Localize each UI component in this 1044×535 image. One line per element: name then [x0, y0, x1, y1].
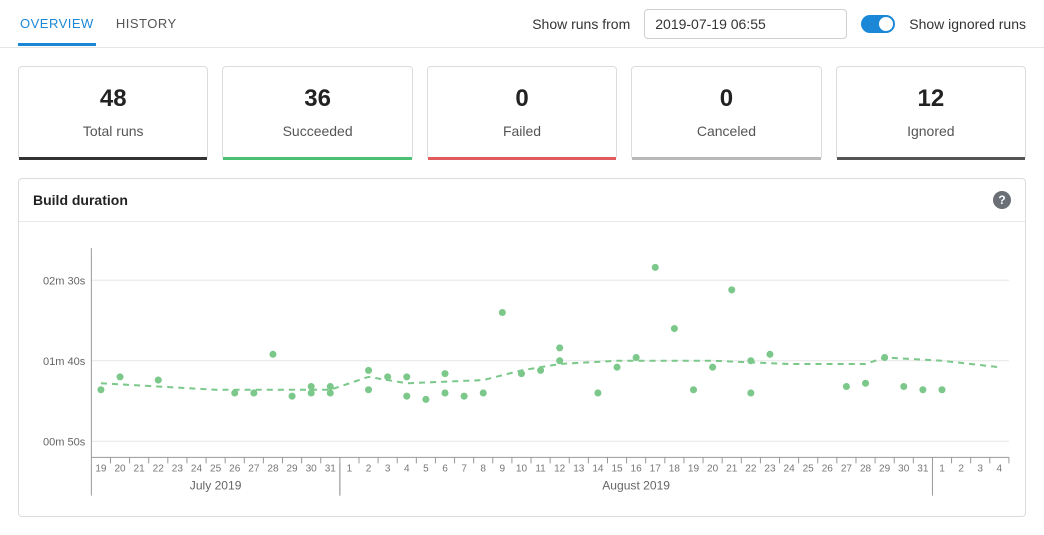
svg-text:22: 22 — [745, 463, 757, 474]
stat-label: Total runs — [27, 123, 199, 139]
svg-text:29: 29 — [879, 463, 891, 474]
svg-text:31: 31 — [917, 463, 929, 474]
tab-history[interactable]: History — [114, 2, 179, 46]
svg-text:10: 10 — [516, 463, 528, 474]
card-total-runs[interactable]: 48 Total runs — [18, 66, 208, 160]
svg-text:4: 4 — [404, 463, 410, 474]
svg-text:9: 9 — [500, 463, 506, 474]
svg-text:26: 26 — [229, 463, 241, 474]
svg-text:7: 7 — [461, 463, 467, 474]
svg-text:18: 18 — [669, 463, 681, 474]
svg-text:21: 21 — [726, 463, 738, 474]
stat-label: Ignored — [845, 123, 1017, 139]
svg-text:16: 16 — [631, 463, 643, 474]
svg-text:12: 12 — [554, 463, 566, 474]
topbar: Overview History Show runs from Show ign… — [0, 0, 1044, 48]
build-duration-chart: 00m 50s01m 40s02m 30s1920212223242526272… — [31, 236, 1017, 508]
card-failed[interactable]: 0 Failed — [427, 66, 617, 160]
stat-label: Failed — [436, 123, 608, 139]
show-ignored-toggle[interactable] — [861, 15, 895, 33]
svg-text:13: 13 — [573, 463, 585, 474]
stat-value: 0 — [640, 85, 812, 113]
svg-text:20: 20 — [114, 463, 126, 474]
svg-text:July 2019: July 2019 — [190, 479, 242, 493]
svg-text:28: 28 — [860, 463, 872, 474]
svg-text:4: 4 — [997, 463, 1003, 474]
card-underline — [428, 157, 616, 160]
panel-header: Build duration ? — [19, 179, 1025, 222]
show-runs-from-input[interactable] — [644, 9, 847, 39]
svg-text:11: 11 — [535, 463, 546, 474]
card-ignored[interactable]: 12 Ignored — [836, 66, 1026, 160]
svg-text:25: 25 — [210, 463, 222, 474]
panel-title: Build duration — [33, 192, 128, 208]
card-succeeded[interactable]: 36 Succeeded — [222, 66, 412, 160]
card-underline — [632, 157, 820, 160]
svg-text:6: 6 — [442, 463, 448, 474]
stats-cards: 48 Total runs 36 Succeeded 0 Failed 0 Ca… — [0, 48, 1044, 178]
card-canceled[interactable]: 0 Canceled — [631, 66, 821, 160]
svg-text:26: 26 — [822, 463, 834, 474]
chart-container: 00m 50s01m 40s02m 30s1920212223242526272… — [19, 222, 1025, 516]
stat-value: 0 — [436, 85, 608, 113]
svg-text:5: 5 — [423, 463, 429, 474]
svg-text:28: 28 — [267, 463, 279, 474]
svg-text:3: 3 — [977, 463, 983, 474]
card-underline — [223, 157, 411, 160]
stat-value: 36 — [231, 85, 403, 113]
svg-text:27: 27 — [841, 463, 853, 474]
svg-text:02m 30s: 02m 30s — [43, 275, 86, 287]
svg-text:2: 2 — [366, 463, 372, 474]
tab-overview[interactable]: Overview — [18, 2, 96, 46]
svg-text:23: 23 — [172, 463, 184, 474]
svg-text:27: 27 — [248, 463, 260, 474]
stat-value: 48 — [27, 85, 199, 113]
svg-text:25: 25 — [803, 463, 815, 474]
svg-text:23: 23 — [764, 463, 776, 474]
svg-text:01m 40s: 01m 40s — [43, 356, 86, 368]
svg-text:8: 8 — [480, 463, 486, 474]
svg-text:19: 19 — [688, 463, 700, 474]
svg-text:30: 30 — [306, 463, 318, 474]
show-ignored-label: Show ignored runs — [909, 16, 1026, 32]
svg-text:24: 24 — [783, 463, 795, 474]
svg-text:15: 15 — [611, 463, 623, 474]
show-runs-from-label: Show runs from — [532, 16, 630, 32]
stat-label: Canceled — [640, 123, 812, 139]
svg-text:August 2019: August 2019 — [602, 479, 670, 493]
svg-text:00m 50s: 00m 50s — [43, 436, 86, 448]
svg-text:29: 29 — [286, 463, 298, 474]
stat-label: Succeeded — [231, 123, 403, 139]
card-underline — [837, 157, 1025, 160]
stat-value: 12 — [845, 85, 1017, 113]
svg-text:20: 20 — [707, 463, 719, 474]
svg-text:1: 1 — [347, 463, 353, 474]
svg-text:2: 2 — [958, 463, 964, 474]
svg-text:17: 17 — [650, 463, 662, 474]
svg-text:31: 31 — [325, 463, 337, 474]
tabs: Overview History — [18, 2, 179, 46]
build-duration-panel: Build duration ? 00m 50s01m 40s02m 30s19… — [18, 178, 1026, 517]
svg-text:14: 14 — [592, 463, 604, 474]
svg-text:3: 3 — [385, 463, 391, 474]
svg-text:21: 21 — [134, 463, 146, 474]
svg-text:22: 22 — [153, 463, 165, 474]
card-underline — [19, 157, 207, 160]
svg-text:19: 19 — [95, 463, 107, 474]
help-icon[interactable]: ? — [993, 191, 1011, 209]
top-right-controls: Show runs from Show ignored runs — [532, 9, 1026, 39]
svg-text:30: 30 — [898, 463, 910, 474]
svg-text:24: 24 — [191, 463, 203, 474]
svg-text:1: 1 — [939, 463, 945, 474]
